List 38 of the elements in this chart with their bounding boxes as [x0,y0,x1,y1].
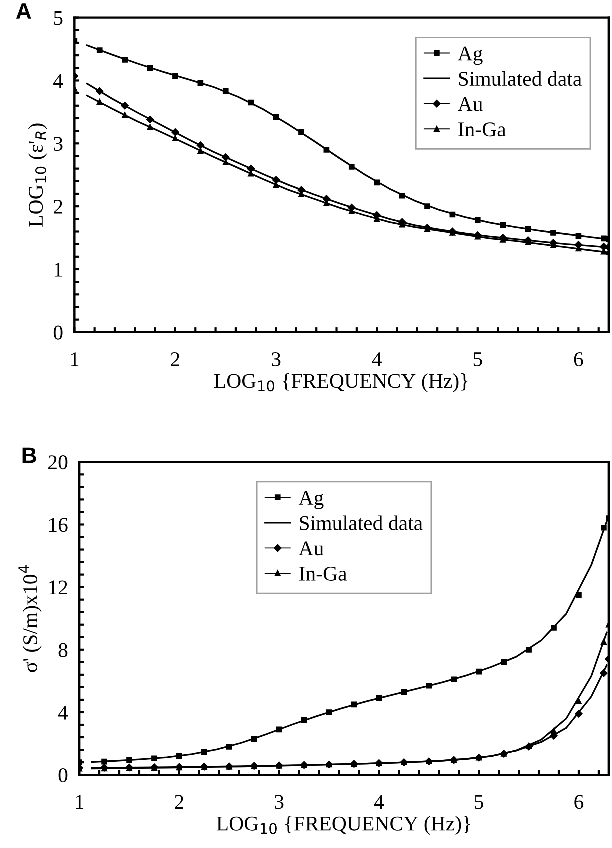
x-tick-label: 1 [71,352,79,366]
x-tick-label: 2 [171,352,180,366]
y-axis-title: LOG$_{10}$ (ε'$_{R}$) [28,124,48,227]
legend-label: Au [298,542,324,556]
y-tick-label: 5 [54,11,63,26]
x-tick-label: 4 [372,352,382,366]
x-tick-label: 5 [475,795,484,810]
y-tick-label: 1 [54,262,62,277]
x-tick-label: 6 [574,795,584,810]
legend-label: Ag [458,46,483,66]
y-tick-label: 2 [54,200,62,214]
y-tick-label: 4 [58,706,68,720]
chart-title: B [22,448,36,464]
x-tick-label: 1 [76,795,84,809]
x-tick-label: 2 [175,795,184,809]
x-tick-label: 4 [374,795,384,809]
legend-label: In-Ga [299,566,348,581]
x-tick-label: 3 [275,795,284,810]
y-tick-label: 12 [49,580,68,595]
y-tick-label: 3 [54,137,63,152]
chart-title: A [16,4,32,19]
x-tick-label: 5 [474,352,482,367]
legend-label: Simulated data [300,516,423,530]
x-axis-title: LOG$_{10}$ {FREQUENCY (Hz)} [216,816,470,836]
y-tick-label: 8 [58,643,68,658]
x-axis-title: LOG$_{10}$ {FREQUENCY (Hz)} [214,374,468,392]
legend-label: In-Ga [458,122,506,137]
y-tick-label: 0 [54,326,63,340]
y-axis-title: σ' (S/m)x10$^{4}$ [18,566,42,672]
y-tick-label: 0 [58,768,68,783]
x-tick-label: 6 [574,352,584,367]
legend-label: Ag [298,491,324,510]
legend-label: Au [458,97,483,112]
x-tick-label: 3 [272,352,281,367]
y-tick-label: 20 [48,456,68,470]
legend-label: Simulated data [459,71,582,86]
y-tick-label: 16 [49,518,68,532]
y-tick-label: 4 [54,74,64,88]
